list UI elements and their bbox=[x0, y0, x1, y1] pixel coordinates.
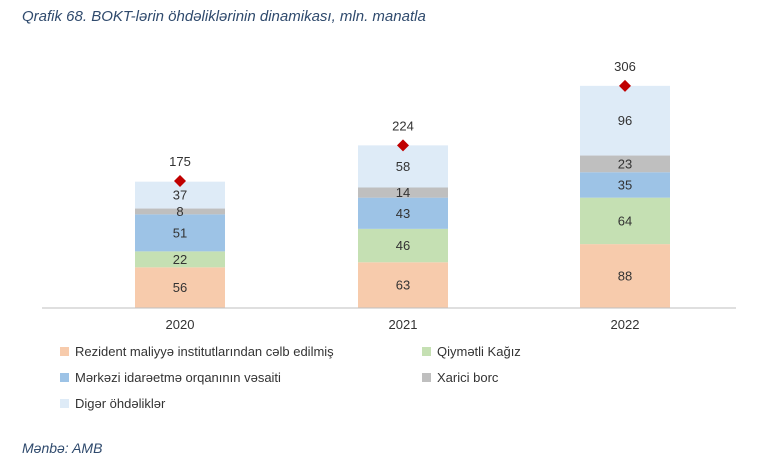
data-label-2022-series-3: 23 bbox=[618, 156, 632, 171]
legend-swatch bbox=[60, 373, 69, 382]
total-marker-2022 bbox=[619, 79, 631, 92]
bar-2022-series-0 bbox=[580, 244, 670, 308]
data-label-2021-series-1: 46 bbox=[396, 238, 410, 253]
data-label-2021-series-2: 43 bbox=[396, 206, 410, 221]
data-label-2021-series-4: 58 bbox=[396, 159, 410, 174]
bar-2022-series-2 bbox=[580, 172, 670, 198]
legend-label: Mərkəzi idarəetmə orqanının vəsaiti bbox=[75, 370, 281, 385]
legend-item-3: Xarici borc bbox=[422, 370, 498, 385]
legend-label: Qiymətli Kağız bbox=[437, 344, 521, 359]
legend-item-1: Qiymətli Kağız bbox=[422, 344, 521, 359]
bar-2020-series-2 bbox=[135, 214, 225, 252]
bar-2022-series-1 bbox=[580, 197, 670, 245]
bar-2021-series-1 bbox=[358, 228, 448, 263]
total-label-2022: 306 bbox=[614, 59, 636, 74]
bar-2022-series-4 bbox=[580, 85, 670, 156]
data-label-2022-series-0: 88 bbox=[618, 269, 632, 284]
data-label-2021-series-0: 63 bbox=[396, 278, 410, 293]
legend-label: Rezident maliyyə institutlarından cəlb e… bbox=[75, 344, 334, 359]
x-tick-label-2020: 2020 bbox=[166, 317, 195, 332]
data-label-2020-series-1: 22 bbox=[173, 252, 187, 267]
bar-2020-series-0 bbox=[135, 267, 225, 308]
bar-2021-series-0 bbox=[358, 262, 448, 308]
total-label-2021: 224 bbox=[392, 118, 414, 133]
data-label-2020-series-4: 37 bbox=[173, 188, 187, 203]
legend-label: Digər öhdəliklər bbox=[75, 396, 166, 411]
bar-group bbox=[135, 85, 670, 308]
bar-2020-series-3 bbox=[135, 208, 225, 215]
legend-item-0: Rezident maliyyə institutlarından cəlb e… bbox=[60, 344, 334, 359]
data-label-2022-series-4: 96 bbox=[618, 113, 632, 128]
legend-swatch bbox=[422, 347, 431, 356]
total-marker-2020 bbox=[174, 174, 186, 187]
legend-item-4: Digər öhdəliklər bbox=[60, 396, 165, 411]
total-marker-2021 bbox=[397, 139, 409, 152]
bar-2020-series-1 bbox=[135, 251, 225, 268]
bar-2021-series-4 bbox=[358, 145, 448, 188]
data-label-2020-series-3: 8 bbox=[176, 204, 183, 219]
bar-2021-series-2 bbox=[358, 197, 448, 229]
total-label-2020: 175 bbox=[169, 154, 191, 169]
legend-swatch bbox=[60, 347, 69, 356]
data-label-2022-series-2: 35 bbox=[618, 177, 632, 192]
bar-2022-series-3 bbox=[580, 155, 670, 173]
legend-item-2: Mərkəzi idarəetmə orqanının vəsaiti bbox=[60, 370, 281, 385]
legend-label: Xarici borc bbox=[437, 370, 499, 385]
chart-plot: 56 22 51 837 175 2020 63 46 43 14 58 224 2021 88 64 35 2… bbox=[42, 59, 736, 332]
label-group: 56 22 51 837 175 2020 63 46 43 14 58 224 2021 88 64 35 2… bbox=[166, 59, 640, 332]
legend-swatch bbox=[422, 373, 431, 382]
legend: Rezident maliyyə institutlarından cəlb e… bbox=[60, 344, 580, 424]
x-tick-label-2021: 2021 bbox=[389, 317, 418, 332]
legend-swatch bbox=[60, 399, 69, 408]
x-tick-label-2022: 2022 bbox=[611, 317, 640, 332]
data-label-2020-series-0: 56 bbox=[173, 280, 187, 295]
data-label-2020-series-2: 51 bbox=[173, 225, 187, 240]
chart-title: Qrafik 68. BOKT-lərin öhdəliklərinin din… bbox=[22, 8, 426, 25]
data-label-2022-series-1: 64 bbox=[618, 213, 632, 228]
data-label-2021-series-3: 14 bbox=[396, 185, 410, 200]
bar-2021-series-3 bbox=[358, 187, 448, 198]
source-note: Mənbə: AMB bbox=[22, 440, 103, 456]
